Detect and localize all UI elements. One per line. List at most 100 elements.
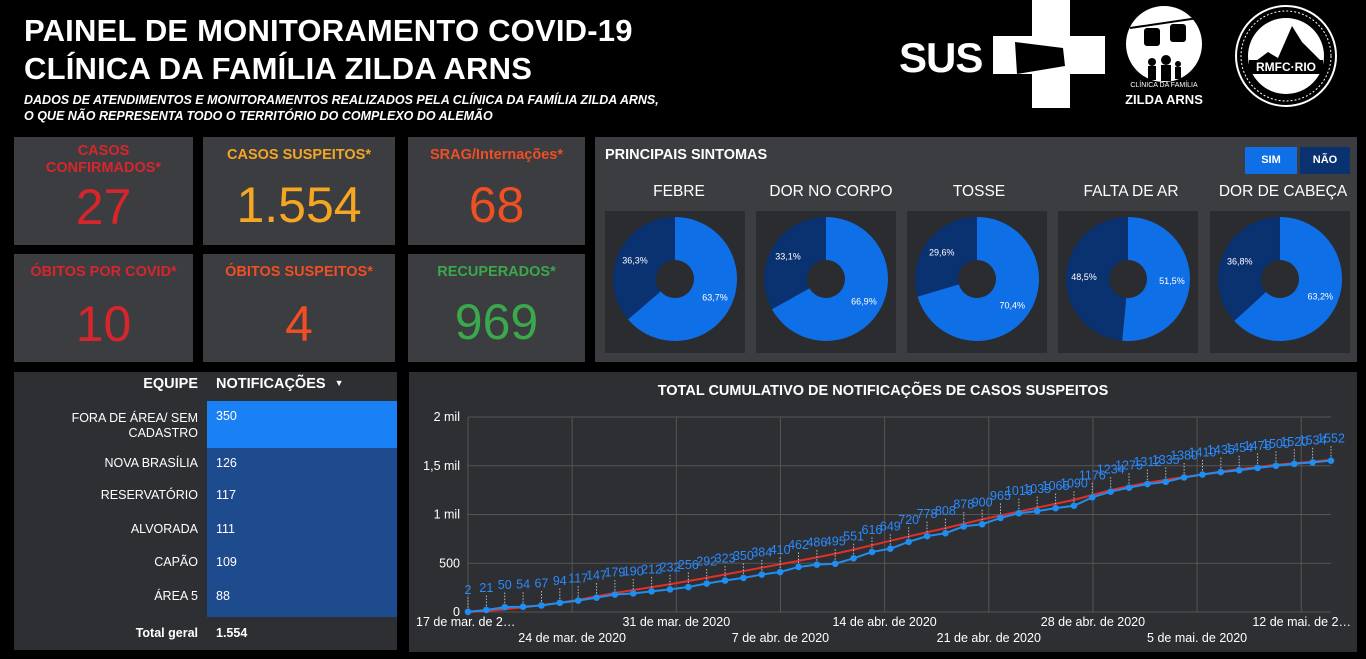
data-point [648,588,655,595]
data-point [611,591,619,598]
notification-cell [207,480,397,514]
table-row[interactable]: ALVORADA 111 [14,514,397,547]
data-point [1162,478,1170,486]
data-label: 965 [990,489,1011,503]
y-tick-label: 1,5 mil [423,459,460,473]
x-tick-label: 12 de mai. de 2… [1252,615,1351,629]
data-point [960,523,968,530]
column-header-equipe[interactable]: EQUIPE [143,376,198,392]
data-point [593,594,600,601]
x-tick-label: 7 de abr. de 2020 [732,631,829,645]
table-row[interactable]: FORA DE ÁREA/ SEM CADASTRO 350 [14,401,397,448]
data-point [942,529,949,537]
symptoms-title: PRINCIPAIS SINTOMAS [605,147,768,163]
data-label: 1013 [1005,484,1033,498]
data-label: 1335 [1152,453,1180,467]
sort-down-icon[interactable]: ▼ [334,378,344,388]
data-point [721,577,729,584]
donut-slice-sim [1122,217,1191,341]
symptom-donut-card: 66,9% 33,1% [756,211,896,353]
column-header-notificacoes-label: NOTIFICAÇÕES [216,376,326,392]
data-point [776,568,784,576]
donut-slice-sim [917,217,1039,341]
symptom-label: DOR DE CABEÇA [1218,183,1348,200]
data-label: 1065 [1042,479,1070,493]
data-point [850,554,857,562]
kpi-recuperados: RECUPERADOS* 969 [408,254,585,362]
data-point [1180,474,1188,481]
donut-slice-sim [627,217,737,341]
notification-cell [207,581,397,617]
x-tick-label: 24 de mar. de 2020 [518,631,626,645]
data-point [464,608,472,616]
data-label: 1435 [1207,443,1235,457]
notification-cell [207,401,397,448]
symptom-donut-chart: 63,2% 36,8% [1218,217,1342,341]
table-row[interactable]: ÁREA 5 88 [14,581,397,617]
notification-value: 109 [216,555,237,569]
data-point [905,538,912,546]
data-point [703,580,711,587]
data-label: 1380 [1170,448,1198,462]
data-label: 190 [623,564,644,578]
data-point [1290,460,1298,468]
data-label: 1454 [1225,441,1253,455]
donut-label-sim: 70,4% [1000,300,1026,310]
symptom-label: FEBRE [653,183,705,200]
column-header-notificacoes[interactable]: NOTIFICAÇÕES ▼ [216,376,344,392]
total-label: Total geral [135,626,198,640]
data-label: 94 [553,574,567,588]
data-point [758,571,766,578]
data-point [1144,480,1151,488]
table-row[interactable]: RESERVATÓRIO 117 [14,480,397,514]
data-point [1217,468,1225,476]
data-label: 292 [696,555,717,569]
team-name-line: ALVORADA [130,522,198,536]
table-row[interactable]: NOVA BRASÍLIA 126 [14,448,397,480]
toggle-nao-button[interactable]: NÃO [1300,147,1350,174]
donut-slice-sim [1234,217,1342,341]
data-label: 54 [516,578,530,592]
notification-value: 111 [216,522,236,536]
kpi-value: 27 [75,179,132,235]
kpi-casos-suspeitos: CASOS SUSPEITOS* 1.554 [203,137,395,245]
kpi-srag-internacoes: SRAG/Internações* 68 [408,137,585,245]
team-name: FORA DE ÁREA/ SEM CADASTRO [14,411,198,441]
data-point [868,548,876,556]
total-value: 1.554 [216,626,248,640]
toggle-sim-button[interactable]: SIM [1245,147,1297,174]
kpi-casos-confirmados: CASOS CONFIRMADOS* 27 [14,137,193,245]
x-tick-label: 14 de abr. de 2020 [832,615,936,629]
team-notifications-table: EQUIPE NOTIFICAÇÕES ▼ Total geral 1.554 … [14,372,397,650]
notification-cell [207,547,397,581]
data-point [978,520,986,528]
cable-car-icon [1126,6,1202,82]
data-label: 323 [715,552,736,566]
data-label: 147 [586,569,607,583]
donut-slice-nao [613,217,675,320]
data-point [831,560,839,568]
notification-value: 126 [216,456,237,470]
data-point [629,590,637,597]
team-name-line: ÁREA 5 [154,589,198,603]
sus-logo-text: SUS [899,34,983,81]
data-point [1254,464,1261,472]
donut-label-sim: 66,9% [851,296,877,306]
rmfc-rio-logo: RMFC·RIO [1230,0,1340,112]
x-tick-label: 28 de abr. de 2020 [1041,615,1145,629]
clinica-familia-small-text: CLÍNICA DA FAMÍLIA [1130,82,1198,89]
data-label: 808 [935,504,956,518]
data-label: 256 [678,558,699,572]
table-row[interactable]: CAPÃO 109 [14,547,397,581]
subtitle-line-1: DADOS DE ATENDIMENTOS E MONITORAMENTOS R… [24,93,659,107]
data-point [1309,459,1316,466]
data-point [519,603,527,611]
symptoms-panel: PRINCIPAIS SINTOMAS SIM NÃO FEBRE 63,7% 36… [595,137,1357,362]
clinica-familia-logo: CLÍNICA DA FAMÍLIA ZILDA ARNS [1108,0,1220,112]
symptom-label: DOR NO CORPO [769,183,893,200]
data-label: 778 [917,507,938,521]
data-label: 462 [788,538,809,552]
team-name-line: RESERVATÓRIO [100,488,198,502]
kpi-value: 10 [75,296,132,352]
kpi-value: 1.554 [236,177,362,233]
